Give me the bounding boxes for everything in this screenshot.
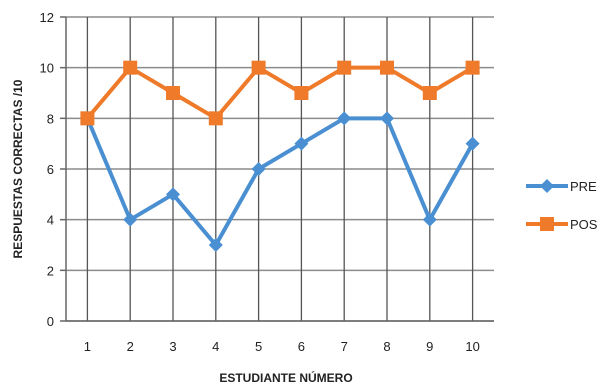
point-pos-7 [337,60,352,75]
point-pre-2 [123,212,138,227]
series-line-pos [85,65,474,121]
point-pos-1 [80,111,95,126]
series-pos [80,60,480,126]
x-tick-label-9: 9 [426,339,433,354]
y-tick-label-8: 8 [47,111,54,126]
x-tick-labels: 1 2 3 4 5 6 7 8 9 10 [84,339,480,354]
legend-label-pos: POS [570,217,598,232]
y-tick-label-0: 0 [47,314,54,329]
point-pos-9 [422,86,437,100]
x-tick-label-3: 3 [169,339,176,354]
y-tick-label-12: 12 [40,10,54,25]
point-pos-6 [294,86,309,100]
legend-label-pre: PRE [570,179,597,194]
point-pos-5 [251,60,266,75]
point-pos-10 [465,60,480,75]
x-tick-label-7: 7 [341,339,348,354]
series-pre [80,111,480,252]
point-pre-6 [294,136,309,151]
point-pos-4 [208,111,223,126]
point-pre-9 [422,212,437,227]
y-tick-label-4: 4 [47,213,54,228]
point-pos-2 [123,60,138,75]
point-pre-8 [380,111,394,126]
x-tick-label-4: 4 [212,339,219,354]
series-line-pre [85,116,475,247]
x-tick-label-6: 6 [298,339,305,354]
point-pre-7 [337,111,352,126]
point-pre-3 [166,187,180,202]
y-tick-labels: 0 2 4 6 8 10 12 [40,10,54,329]
point-pre-4 [208,238,223,252]
horizontal-gridlines [66,16,494,322]
x-tick-label-10: 10 [465,339,479,354]
y-tick-label-10: 10 [40,61,54,76]
point-pre-5 [251,162,266,176]
y-tick-label-6: 6 [47,162,54,177]
x-tick-label-2: 2 [127,339,134,354]
series-layer [80,60,480,252]
y-tick-label-2: 2 [47,263,54,278]
x-tick-label-5: 5 [255,339,262,354]
y-axis-title: RESPUESTAS CORRECTAS /10 [11,79,25,258]
point-pos-8 [380,60,394,75]
x-axis-title: ESTUDIANTE NÚMERO [219,370,352,385]
legend-marker-pre [540,179,554,193]
legend-marker-pos [540,217,554,231]
point-pre-10 [465,136,480,151]
x-tick-label-8: 8 [383,339,390,354]
axes [60,16,494,322]
point-pos-3 [166,86,180,100]
legend: PRE POS [526,179,598,232]
x-tick-label-1: 1 [84,339,91,354]
